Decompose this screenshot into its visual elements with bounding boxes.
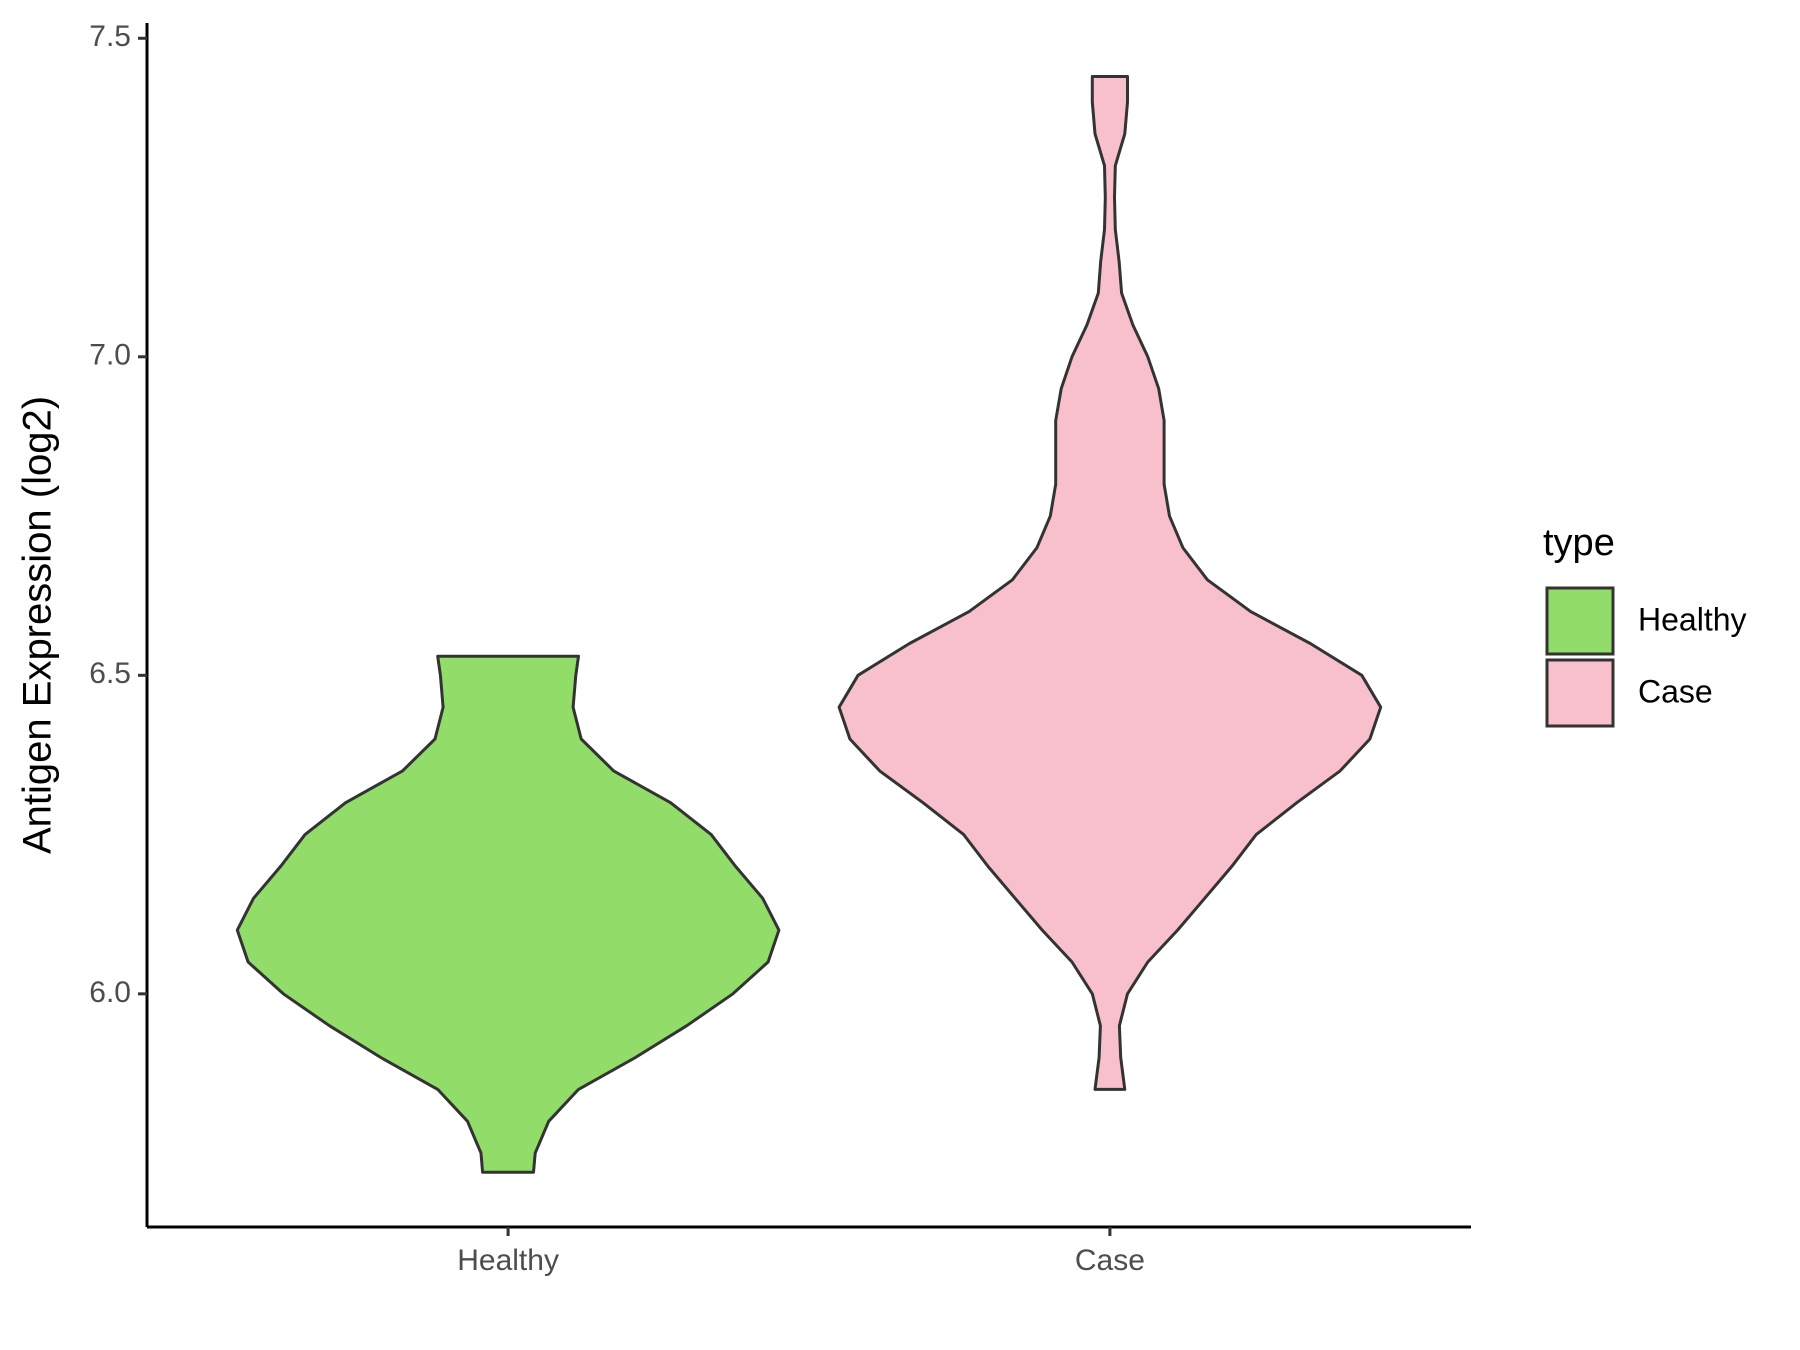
violin [837, 75, 1383, 1091]
x-tick-label: Healthy [457, 1244, 559, 1277]
legend-label: Case [1638, 673, 1713, 709]
legend-title: type [1543, 522, 1615, 564]
x-tick-label: Case [1075, 1244, 1145, 1277]
y-tick-label: 6.0 [89, 976, 131, 1009]
y-tick-label: 7.5 [89, 20, 131, 53]
legend-key [1545, 586, 1615, 656]
legend-key [1545, 658, 1615, 728]
y-axis-title: Antigen Expression (log2) [16, 396, 60, 854]
violin [235, 654, 781, 1174]
y-tick-label: 6.5 [89, 657, 131, 690]
legend-label: Healthy [1638, 601, 1747, 637]
y-tick-label: 7.0 [89, 339, 131, 372]
